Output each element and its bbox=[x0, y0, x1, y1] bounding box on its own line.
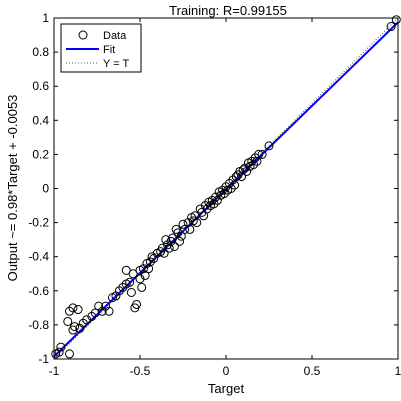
data-point bbox=[386, 22, 396, 32]
data-point bbox=[257, 149, 267, 159]
data-point bbox=[145, 257, 155, 267]
legend-label-fit: Fit bbox=[103, 44, 115, 56]
data-point bbox=[125, 277, 135, 287]
x-tick-label: -1 bbox=[49, 364, 60, 378]
data-point bbox=[126, 288, 136, 298]
data-point bbox=[391, 15, 401, 25]
data-point bbox=[114, 286, 124, 296]
data-point bbox=[161, 235, 171, 245]
data-point bbox=[192, 218, 202, 228]
data-point bbox=[118, 282, 128, 292]
data-point bbox=[230, 180, 240, 190]
data-point bbox=[64, 306, 74, 316]
data-point bbox=[209, 199, 219, 209]
y-tick-label: -1 bbox=[38, 352, 49, 366]
legend: Data Fit Y = T bbox=[60, 23, 142, 73]
data-point bbox=[73, 305, 83, 315]
data-point bbox=[56, 342, 66, 352]
fit-line bbox=[53, 21, 399, 358]
y-tick-label: 0 bbox=[42, 182, 49, 196]
data-point bbox=[228, 175, 238, 185]
data-point bbox=[63, 316, 73, 326]
x-tick-label: 0 bbox=[223, 364, 230, 378]
legend-label-data: Data bbox=[103, 30, 127, 42]
chart-title: Training: R=0.99155 bbox=[169, 3, 287, 18]
data-point bbox=[159, 248, 169, 258]
data-point bbox=[185, 224, 195, 234]
data-point bbox=[175, 236, 185, 246]
y-tick-label: 0.8 bbox=[32, 45, 49, 59]
data-point bbox=[87, 311, 97, 321]
data-point bbox=[236, 172, 246, 182]
data-point bbox=[224, 178, 234, 188]
legend-marker-data bbox=[78, 30, 88, 40]
y-axis-title: Output ~= 0.98*Target + -0.0053 bbox=[5, 95, 20, 282]
data-point bbox=[104, 306, 114, 316]
data-point bbox=[252, 156, 262, 166]
data-point bbox=[64, 349, 74, 359]
data-point bbox=[70, 322, 80, 332]
data-point bbox=[132, 299, 142, 309]
data-point bbox=[137, 282, 147, 292]
y-tick-label: 1 bbox=[42, 11, 49, 25]
legend-label-identity: Y = T bbox=[103, 58, 129, 70]
data-point bbox=[249, 160, 259, 170]
x-tick-label: 0.5 bbox=[304, 364, 321, 378]
data-point bbox=[54, 347, 64, 357]
data-point bbox=[164, 243, 174, 253]
data-point bbox=[78, 318, 88, 328]
y-tick-label: 0.6 bbox=[32, 79, 49, 93]
data-point bbox=[169, 241, 179, 251]
y-tick-label: -0.2 bbox=[28, 216, 49, 230]
y-tick-label: -0.6 bbox=[28, 284, 49, 298]
data-point bbox=[144, 264, 154, 274]
data-point bbox=[68, 303, 78, 313]
y-tick-label: -0.4 bbox=[28, 250, 49, 264]
data-point bbox=[264, 141, 274, 151]
data-point bbox=[254, 149, 264, 159]
data-point bbox=[178, 219, 188, 229]
y-tick-label: 0.2 bbox=[32, 147, 49, 161]
x-tick-label: 1 bbox=[395, 364, 401, 378]
x-axis-title: Target bbox=[208, 381, 245, 396]
data-point bbox=[226, 184, 236, 193]
y-tick-label: 0.4 bbox=[32, 113, 49, 127]
data-point bbox=[202, 204, 212, 214]
y-tick-label: -0.8 bbox=[28, 318, 49, 332]
data-point bbox=[219, 189, 229, 199]
x-tick-label: -0.5 bbox=[130, 364, 151, 378]
